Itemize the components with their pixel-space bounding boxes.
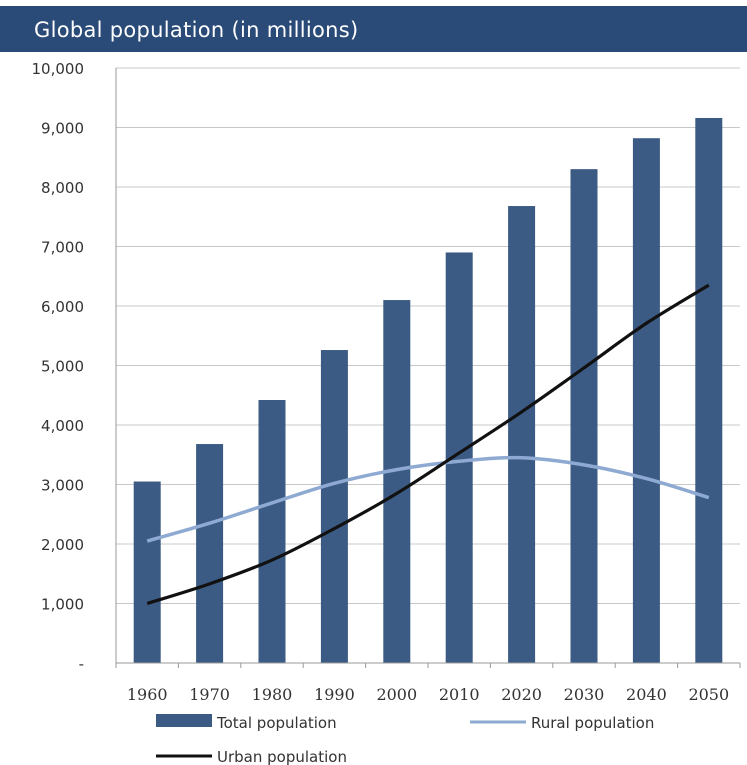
y-tick-label: 9,000 [41, 120, 84, 138]
x-tick-label: 1980 [252, 685, 293, 704]
chart-title-bar: Global population (in millions) [0, 0, 747, 54]
total-population-bar [570, 169, 598, 663]
total-population-bar [258, 400, 286, 663]
legend-label: Rural population [531, 714, 654, 732]
total-population-bar [383, 300, 411, 663]
rural-population-line [146, 455, 710, 543]
x-tick-label: 2010 [439, 685, 480, 704]
x-tick-label: 2040 [626, 685, 667, 704]
x-tick-label: 1990 [314, 685, 355, 704]
y-tick-label: 3,000 [41, 477, 84, 495]
x-tick-label: 1970 [189, 685, 230, 704]
legend-label: Urban population [217, 748, 347, 765]
x-tick-label: 2020 [501, 685, 542, 704]
total-population-bar [508, 206, 536, 664]
axes: - 1,000 2,000 3,000 4,000 5,000 6,000 7,000 8,00… [32, 60, 741, 704]
x-tick-label: 1960 [127, 685, 168, 704]
trend-lines [146, 283, 710, 606]
total-population-bar [632, 138, 660, 663]
y-tick-label: 10,000 [32, 60, 85, 78]
legend-swatch-total [156, 714, 212, 727]
urban-population-line [146, 283, 710, 606]
legend-label: Total population [216, 714, 337, 732]
y-tick-label: 7,000 [41, 239, 84, 257]
total-population-bar [196, 444, 224, 663]
x-tick-label: 2030 [564, 685, 605, 704]
y-tick-label: 1,000 [41, 596, 84, 614]
x-tick-label: 2000 [376, 685, 417, 704]
total-population-bars [133, 117, 723, 664]
total-population-bar [320, 350, 348, 663]
total-population-bar [695, 117, 723, 664]
y-tick-label: - [79, 655, 84, 673]
legend: Total population Rural population Urban po… [156, 714, 654, 765]
y-tick-label: 6,000 [41, 298, 84, 316]
y-tick-label: 4,000 [41, 417, 84, 435]
chart-title: Global population (in millions) [34, 18, 359, 42]
y-tick-label: 2,000 [41, 536, 84, 554]
x-tick-label: 2050 [688, 685, 729, 704]
y-tick-label: 8,000 [41, 179, 84, 197]
title-band [0, 6, 747, 52]
total-population-bar [133, 481, 161, 663]
y-tick-label: 5,000 [41, 358, 84, 376]
